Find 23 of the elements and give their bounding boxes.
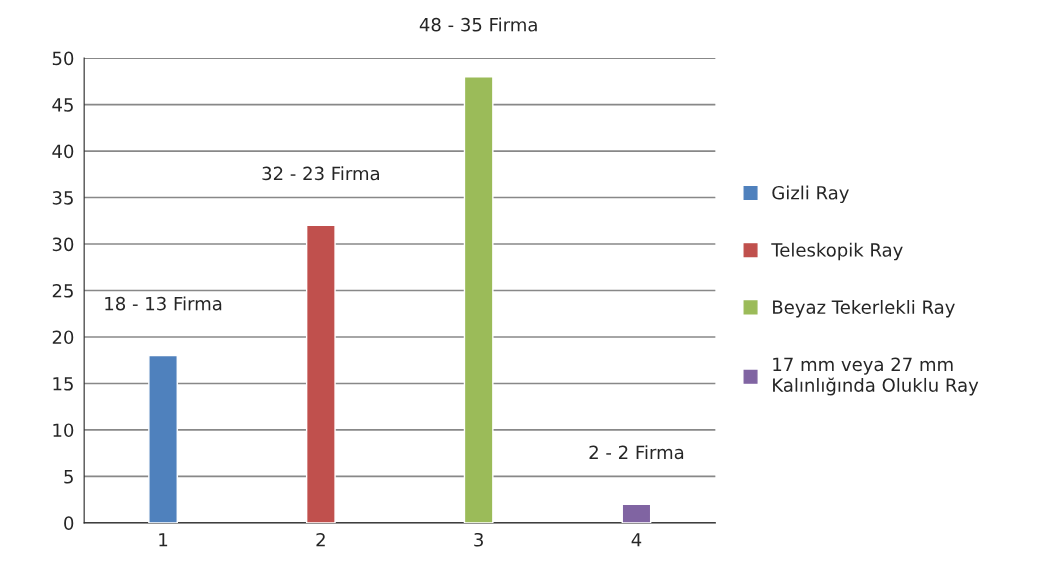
y-tick-label: 30 <box>52 237 74 252</box>
data-label: 48 - 35 Firma <box>419 17 537 32</box>
legend-label: Gizli Ray <box>772 185 849 204</box>
data-label: 18 - 13 Firma <box>105 296 222 311</box>
data-label: 32 - 23 Firma <box>262 166 379 181</box>
y-tick-label: 10 <box>53 423 74 438</box>
y-tick-label: 35 <box>52 191 73 205</box>
y-tick-label: 20 <box>52 330 74 345</box>
y-tick-label: 40 <box>52 144 74 159</box>
legend-label: Teleskopik Ray <box>771 242 903 261</box>
x-tick-label: 1 <box>159 533 168 547</box>
y-tick-label: 0 <box>64 516 74 531</box>
y-tick-label: 25 <box>52 283 73 298</box>
x-tick-label: 3 <box>474 532 483 547</box>
x-tick-label: 4 <box>631 533 642 547</box>
legend-label: Beyaz Tekerlekli Ray <box>773 299 955 318</box>
y-tick-label: 45 <box>52 98 73 112</box>
y-tick-label: 50 <box>52 51 74 66</box>
x-tick-label: 2 <box>316 532 325 547</box>
legend-label: 17 mm veya 27 mm Kalınlığında Oluklu Ray <box>773 357 979 396</box>
y-tick-label: 15 <box>53 377 73 391</box>
data-label: 2 - 2 Firma <box>589 445 684 460</box>
y-tick-label: 5 <box>64 470 73 484</box>
